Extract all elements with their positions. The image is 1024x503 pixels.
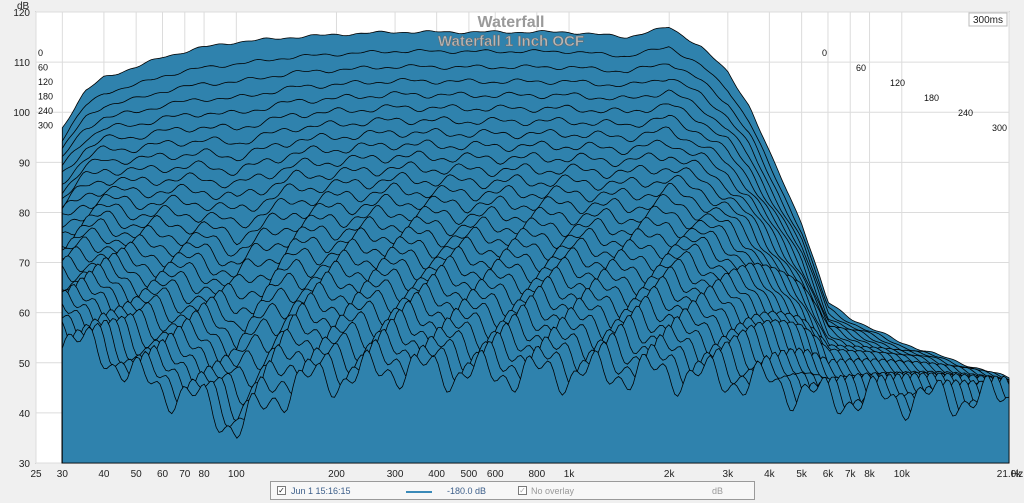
y-tick-label: 60 — [19, 309, 31, 320]
waterfall-slices — [61, 26, 1010, 464]
x-tick-label: 10k — [894, 469, 911, 480]
time-label-left: 240 — [38, 106, 53, 116]
time-label-right: 300 — [992, 123, 1007, 133]
y-tick-label: 70 — [19, 259, 31, 270]
x-tick-label: 5k — [796, 469, 808, 480]
y-tick-label: 40 — [19, 409, 31, 420]
x-tick-label: 60 — [157, 469, 169, 480]
overlay-checkbox[interactable]: ✓ — [518, 486, 527, 495]
x-tick-label: 400 — [428, 469, 445, 480]
x-tick-label: 40 — [98, 469, 110, 480]
x-tick-label: 6k — [823, 469, 835, 480]
time-labels: 0 0 60 60 120 120 180 180 240 240 300 300 — [38, 48, 1007, 133]
x-tick-label: 8k — [864, 469, 876, 480]
x-tick-label: 300 — [387, 469, 404, 480]
x-tick-label: 600 — [487, 469, 504, 480]
time-label-left: 120 — [38, 77, 53, 87]
status-bar: ✓ Jun 1 15:16:15 -180.0 dB ✓ No overlay … — [270, 481, 755, 500]
x-axis-unit: Hz — [1011, 469, 1023, 480]
time-label-left: 60 — [38, 63, 48, 73]
trace-line-sample — [406, 491, 432, 493]
y-tick-label: 30 — [19, 459, 31, 470]
time-label-right: 0 — [822, 48, 827, 58]
time-axis-box — [968, 12, 1008, 27]
time-label-right: 240 — [958, 108, 973, 118]
chart-title: Waterfall — [478, 14, 545, 31]
y-tick-label: 90 — [19, 158, 31, 169]
measurement-checkbox[interactable]: ✓ — [277, 486, 286, 495]
time-label-left: 300 — [38, 121, 53, 131]
x-tick-label: 200 — [328, 469, 345, 480]
x-tick-label: 100 — [228, 469, 245, 480]
x-tick-label: 70 — [179, 469, 191, 480]
trace-value: -180.0 dB — [447, 486, 487, 496]
x-tick-label: 21.0k — [997, 469, 1022, 480]
x-tick-label: 50 — [131, 469, 143, 480]
time-axis-label: 300ms — [973, 15, 1003, 26]
y-tick-label: 100 — [13, 108, 30, 119]
y-tick-label: 110 — [14, 58, 30, 69]
x-tick-label: 500 — [461, 469, 478, 480]
time-label-right: 60 — [856, 63, 866, 73]
y-tick-label: 50 — [19, 359, 31, 370]
y-tick-label: 80 — [19, 208, 31, 219]
time-label-right: 120 — [890, 78, 905, 88]
overlay-unit: dB — [712, 486, 724, 496]
x-tick-label: 30 — [57, 469, 69, 480]
x-tick-label: 2k — [664, 469, 676, 480]
x-tick-label: 800 — [528, 469, 545, 480]
chart-subtitle: Waterfall 1 Inch OCF — [438, 33, 584, 50]
y-tick-label: 120 — [13, 8, 30, 19]
y-axis-label: dB — [17, 1, 30, 12]
x-tick-label: 7k — [845, 469, 857, 480]
overlay-label: No overlay — [531, 486, 575, 496]
axis-ticks: 25 30 40 50 60 70 80 100 200 300 400 500 600 800 1k 2k 3… — [13, 8, 1022, 480]
time-label-left: 180 — [38, 92, 53, 102]
measurement-date: Jun 1 15:16:15 — [291, 486, 351, 496]
time-label-right: 180 — [924, 93, 939, 103]
x-tick-label: 1k — [564, 469, 576, 480]
waterfall-slice — [61, 326, 1010, 464]
time-label-left: 0 — [38, 48, 43, 58]
x-tick-label: 25 — [30, 469, 42, 480]
x-tick-label: 3k — [723, 469, 735, 480]
x-tick-label: 4k — [764, 469, 776, 480]
x-tick-label: 80 — [199, 469, 211, 480]
